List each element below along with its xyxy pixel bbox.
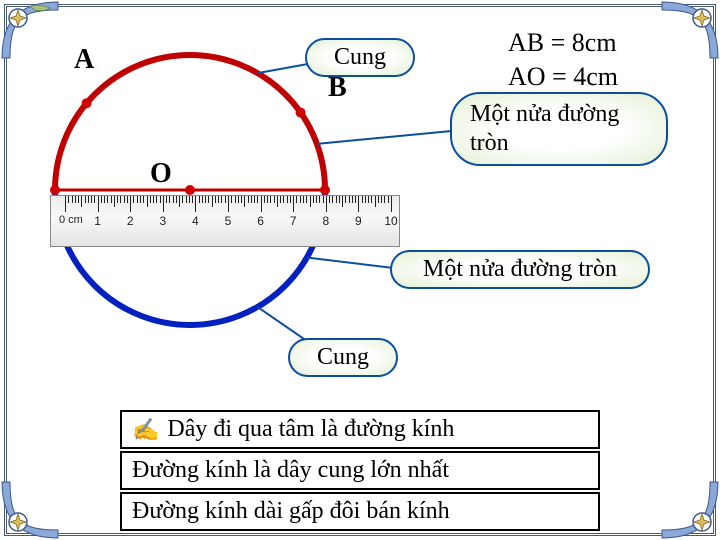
ruler-number: 1 [94, 214, 101, 228]
callout-cung-top: Cung [305, 38, 415, 77]
ruler-number: 8 [322, 214, 329, 228]
pointer-icon: ✍ [132, 417, 159, 443]
ruler-unit-label: 0 cm [59, 214, 83, 226]
point-label-a: A [74, 44, 94, 76]
ruler-number: 2 [127, 214, 134, 228]
ruler-number: 9 [355, 214, 362, 228]
measure-ao: AO = 4cm [508, 62, 618, 92]
statement-row: Đường kính là dây cung lớn nhất [120, 451, 600, 490]
ruler: 1 2 3 4 5 6 7 8 9 10 0 cm [50, 195, 400, 247]
statement-text: Đường kính là dây cung lớn nhất [132, 457, 449, 484]
callout-half-circle-top: Một nửa đường tròn [450, 92, 668, 166]
ruler-number: 4 [192, 214, 199, 228]
ruler-number: 5 [225, 214, 232, 228]
corner-ornament [0, 480, 60, 540]
ruler-number: 7 [290, 214, 297, 228]
statement-row: Đường kính dài gấp đôi bán kính [120, 492, 600, 531]
ruler-number: 10 [384, 214, 397, 228]
statement-row: ✍ Dây đi qua tâm là đường kính [120, 410, 600, 449]
measure-ab: AB = 8cm [508, 28, 617, 58]
corner-ornament [660, 480, 720, 540]
statement-text: Đường kính dài gấp đôi bán kính [132, 498, 450, 525]
statements-list: ✍ Dây đi qua tâm là đường kính Đường kính … [120, 410, 600, 533]
point-label-o: O [150, 158, 172, 190]
statement-text: Dây đi qua tâm là đường kính [167, 416, 454, 443]
diagram-area: A O B Cung Một nửa đường tròn Một nửa đư… [30, 20, 690, 340]
ruler-number: 6 [257, 214, 264, 228]
callout-half-circle-mid: Một nửa đường tròn [390, 250, 650, 289]
callout-cung-bottom: Cung [288, 338, 398, 377]
ruler-number: 3 [159, 214, 166, 228]
